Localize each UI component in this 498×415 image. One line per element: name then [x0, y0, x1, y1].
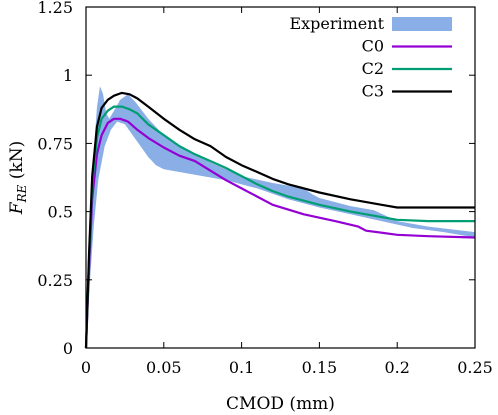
series-line-c2: [84, 105, 475, 349]
y-tick-label: 0.5: [48, 203, 73, 222]
legend-label-experiment: Experiment: [289, 14, 384, 33]
y-tick-label: 0: [63, 339, 73, 358]
x-tick-label: 0.15: [302, 358, 338, 377]
x-tick-label: 0.2: [384, 358, 409, 377]
plot-frame: [85, 6, 476, 349]
y-axis-unit: (kN): [7, 141, 27, 185]
legend-label-c2: C2: [362, 59, 384, 78]
y-tick-label: 1.25: [37, 0, 73, 17]
experiment-band: [86, 86, 475, 348]
legend-label-c3: C3: [362, 82, 384, 101]
y-axis-symbol: F: [7, 201, 27, 215]
x-tick-label: 0.1: [229, 358, 254, 377]
y-axis-title: FRE (kN): [7, 141, 29, 215]
tick-layer: [85, 6, 476, 349]
y-tick-label: 1: [63, 66, 73, 85]
x-tick-label: 0.05: [146, 358, 182, 377]
band-layer: [86, 86, 475, 348]
x-tick-label: 0.25: [457, 358, 493, 377]
series-layer: [84, 91, 476, 349]
x-tick-label: 0: [81, 358, 91, 377]
series-line-c0: [84, 117, 476, 349]
tick-label-layer: 0 0.05 0.1 0.15 0.2 0.25 0 0.25 0.5 0.75 1 1.25: [37, 0, 492, 377]
series-line-c3: [84, 91, 475, 349]
y-tick-label: 0.75: [37, 134, 73, 153]
legend-label-c0: C0: [362, 37, 384, 56]
y-tick-label: 0.25: [37, 271, 73, 290]
legend: Experiment C0 C2 C3: [289, 14, 452, 101]
y-axis-subscript: RE: [15, 184, 29, 203]
legend-swatch-experiment: [392, 17, 452, 31]
x-axis-title: CMOD (mm): [226, 394, 335, 414]
